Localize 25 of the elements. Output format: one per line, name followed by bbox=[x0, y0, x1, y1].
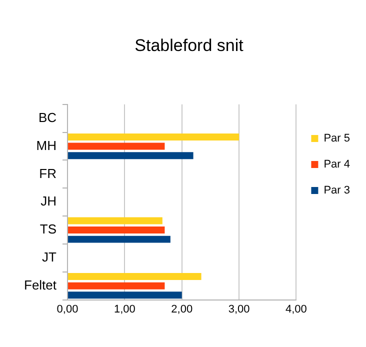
x-tick-label: 2,00 bbox=[171, 303, 193, 316]
x-tick-label: 4,00 bbox=[286, 303, 307, 316]
bar bbox=[68, 226, 165, 234]
x-tick-label: 0,00 bbox=[56, 303, 78, 316]
chart-title: Stableford snit bbox=[134, 36, 244, 55]
bar bbox=[68, 273, 202, 280]
bar bbox=[68, 217, 162, 224]
y-tick-label: TS bbox=[40, 222, 57, 237]
bar bbox=[68, 236, 170, 243]
y-tick-label: JT bbox=[42, 250, 57, 265]
bar bbox=[68, 133, 240, 140]
y-tick-label: Feltet bbox=[24, 277, 57, 292]
legend-label: Par 3 bbox=[324, 184, 350, 197]
y-tick-label: JH bbox=[40, 194, 57, 209]
x-tick-label: 3,00 bbox=[228, 303, 250, 316]
y-tick-label: FR bbox=[39, 166, 57, 181]
bar bbox=[68, 292, 182, 299]
y-tick-label: MH bbox=[36, 138, 57, 153]
bar bbox=[68, 152, 194, 160]
y-tick-label: BC bbox=[38, 110, 57, 125]
x-tick-label: 1,00 bbox=[114, 303, 136, 316]
legend-label: Par 5 bbox=[324, 132, 350, 145]
bar bbox=[68, 282, 165, 290]
legend-label: Par 4 bbox=[324, 158, 350, 171]
bar bbox=[68, 142, 165, 150]
